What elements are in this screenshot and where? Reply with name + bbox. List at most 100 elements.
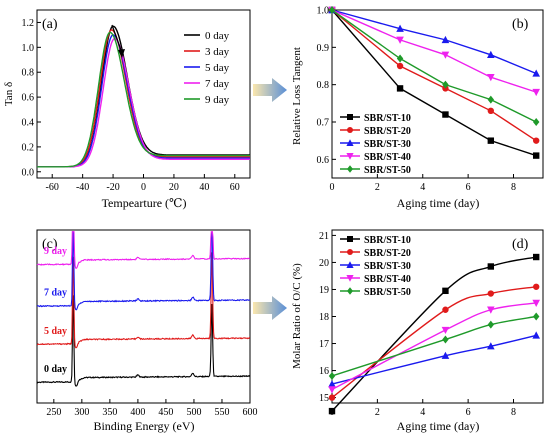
series-line bbox=[331, 9, 537, 123]
legend-label: SBR/ST-10 bbox=[364, 113, 411, 124]
data-point bbox=[328, 407, 336, 415]
data-point bbox=[346, 139, 354, 146]
x-tick-label: -40 bbox=[76, 182, 89, 193]
data-point bbox=[328, 6, 336, 14]
y-tick-label: 0.6 bbox=[317, 155, 330, 166]
y-tick-label: 0.9 bbox=[317, 43, 330, 54]
data-point bbox=[396, 24, 404, 32]
y-tick-label: 15 bbox=[319, 393, 329, 404]
panel-b-label: (b) bbox=[512, 17, 529, 32]
data-point bbox=[346, 275, 354, 282]
series-line bbox=[37, 31, 250, 168]
data-point bbox=[396, 36, 404, 44]
series-line bbox=[331, 9, 537, 75]
y-tick-label: 20 bbox=[319, 258, 329, 269]
data-point bbox=[442, 80, 449, 89]
panel-d-ticks: 0246815161718192021 bbox=[319, 231, 516, 418]
legend-label: SBR/ST-40 bbox=[364, 274, 411, 285]
x-tick-label: 350 bbox=[102, 407, 117, 418]
data-point bbox=[487, 50, 495, 58]
panel-c: (c) Binding Energy (eV) 250 300 350 400 450 5… bbox=[36, 229, 258, 433]
data-point bbox=[347, 165, 353, 173]
data-point bbox=[487, 95, 495, 104]
panel-b-frame bbox=[331, 9, 544, 179]
spectrum-line bbox=[36, 231, 251, 269]
data-point bbox=[347, 249, 353, 255]
panel-d-ylabel: Molar Ratio of O/C (%) bbox=[291, 263, 303, 369]
x-tick-label: 0 bbox=[330, 182, 335, 193]
data-point bbox=[487, 263, 495, 270]
series-line bbox=[331, 9, 537, 142]
data-point bbox=[532, 118, 540, 126]
series-line bbox=[331, 256, 537, 412]
series-line bbox=[331, 302, 537, 391]
panel-d-xlabel: Aging time (day) bbox=[397, 419, 480, 433]
panel-a-label: (a) bbox=[42, 17, 58, 32]
panel-d: (d) Molar Ratio of O/C (%) Aging time (d… bbox=[291, 229, 544, 433]
data-point bbox=[532, 299, 540, 307]
data-point bbox=[441, 326, 450, 335]
y-tick-label: 0.6 bbox=[22, 93, 35, 104]
data-point bbox=[442, 306, 449, 313]
x-tick-label: 4 bbox=[420, 182, 425, 193]
panel-a-xlabel: Tempearture (℃) bbox=[102, 196, 187, 210]
x-tick-label: 6 bbox=[466, 407, 471, 418]
panel-b-ylabel: Relative Loss Tangent bbox=[291, 47, 303, 145]
y-tick-label: 0.7 bbox=[317, 118, 330, 129]
y-tick-label: 1.2 bbox=[22, 18, 35, 29]
x-tick-label: -60 bbox=[46, 182, 59, 193]
x-tick-label: 2 bbox=[375, 182, 380, 193]
x-tick-label: 300 bbox=[74, 407, 89, 418]
y-tick-label: 19 bbox=[319, 285, 329, 296]
x-tick-label: 40 bbox=[199, 182, 209, 193]
y-tick-label: 0.2 bbox=[22, 142, 35, 153]
panel-a: (a) Tan δ Tempearture (℃) -60 -40 -20 0 20 40… bbox=[3, 9, 251, 210]
x-tick-label: 6 bbox=[466, 182, 471, 193]
panel-a-trend-arrow bbox=[111, 24, 125, 58]
arrow-a-to-b bbox=[253, 78, 287, 102]
data-point bbox=[532, 137, 540, 144]
data-point bbox=[487, 107, 495, 115]
data-point bbox=[441, 351, 450, 359]
x-tick-label: -20 bbox=[106, 182, 119, 193]
data-point bbox=[396, 85, 404, 92]
legend-label: SBR/ST-20 bbox=[364, 126, 411, 137]
x-tick-label: 2 bbox=[375, 407, 380, 418]
y-tick-label: 1.0 bbox=[22, 43, 35, 54]
data-point bbox=[532, 331, 540, 339]
x-tick-label: 600 bbox=[243, 407, 258, 418]
x-tick-label: 450 bbox=[158, 407, 173, 418]
data-point bbox=[347, 236, 353, 242]
legend-label: SBR/ST-20 bbox=[364, 248, 411, 259]
data-point bbox=[487, 320, 495, 329]
panel-b-ticks: 0 2 4 6 8 0.6 0.7 0.8 0.9 1.0 bbox=[317, 6, 517, 194]
x-tick-label: 500 bbox=[186, 407, 201, 418]
panel-a-ticks: -60 -40 -20 0 20 40 60 0.0 0.2 0.4 0.6 0.8 1.0 1.2 bbox=[22, 18, 240, 193]
data-point bbox=[532, 69, 540, 77]
panel-c-xlabel: Binding Energy (eV) bbox=[93, 419, 194, 433]
panel-c-ticks: 250 300 350 400 450 500 550 600 bbox=[46, 399, 258, 418]
legend-label: 9 day bbox=[205, 94, 230, 106]
data-point bbox=[442, 287, 449, 295]
legend-label: SBR/ST-50 bbox=[364, 165, 411, 176]
panel-a-series bbox=[37, 25, 250, 168]
arrow-c-to-d bbox=[253, 296, 287, 320]
panel-b-legend: SBR/ST-10 SBR/ST-20 SBR/ST-30 SBR/ST-40 SBR/… bbox=[340, 113, 411, 176]
data-point bbox=[487, 342, 495, 350]
data-point bbox=[346, 153, 354, 160]
data-point bbox=[487, 137, 495, 144]
spectrum-line bbox=[36, 231, 251, 311]
x-tick-label: 0 bbox=[141, 182, 146, 193]
series-line bbox=[331, 9, 537, 93]
x-tick-label: 60 bbox=[230, 182, 240, 193]
data-point bbox=[487, 74, 495, 82]
y-tick-label: 0.8 bbox=[317, 80, 330, 91]
data-point bbox=[441, 35, 450, 44]
spectrum-label: 7 day bbox=[44, 288, 67, 299]
data-point bbox=[328, 371, 336, 380]
data-point bbox=[532, 253, 540, 261]
panel-a-legend: 0 day 3 day 5 day 7 day 9 day bbox=[184, 30, 230, 106]
data-point bbox=[532, 88, 540, 97]
y-tick-label: 16 bbox=[319, 366, 329, 377]
data-point bbox=[487, 290, 495, 297]
